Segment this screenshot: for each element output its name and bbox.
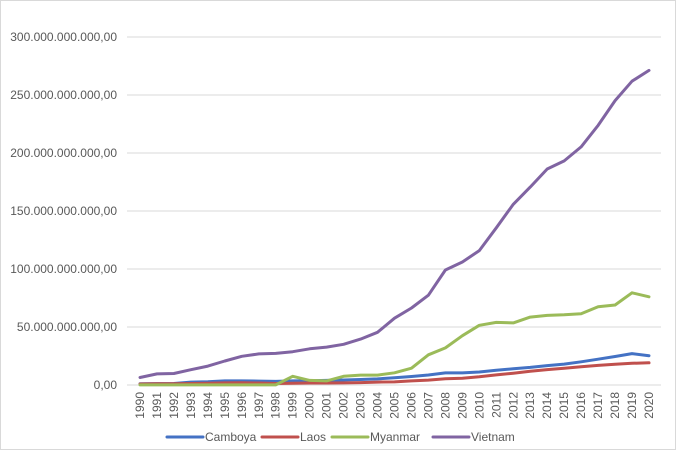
legend-label: Laos	[300, 430, 326, 444]
x-tick-label: 2018	[608, 392, 622, 419]
y-tick-label: 100.000.000.000,00	[10, 262, 117, 276]
x-tick-label: 1999	[286, 392, 300, 419]
x-tick-label: 1995	[218, 392, 232, 419]
x-tick-label: 2020	[642, 392, 656, 419]
y-tick-label: 0,00	[94, 378, 118, 392]
x-tick-label: 2008	[438, 392, 452, 419]
x-tick-label: 1993	[184, 392, 198, 419]
x-tick-label: 1991	[150, 392, 164, 419]
legend-label: Camboya	[205, 430, 257, 444]
legend-label: Myanmar	[370, 430, 420, 444]
x-tick-label: 2005	[388, 392, 402, 419]
x-tick-label: 2017	[591, 392, 605, 419]
x-tick-label: 2004	[371, 392, 385, 419]
x-tick-label: 2010	[472, 392, 486, 419]
x-tick-label: 2001	[320, 392, 334, 419]
x-tick-label: 1990	[133, 392, 147, 419]
series-line-vietnam	[138, 68, 651, 379]
x-tick-label: 2013	[523, 392, 537, 419]
x-tick-label: 2007	[421, 392, 435, 419]
x-tick-label: 2003	[354, 392, 368, 419]
x-tick-label: 1997	[252, 392, 266, 419]
x-tick-label: 1996	[235, 392, 249, 419]
x-tick-label: 2019	[625, 392, 639, 419]
series-line-camboya	[138, 352, 651, 386]
y-tick-label: 250.000.000.000,00	[10, 88, 117, 102]
legend-label: Vietnam	[471, 430, 515, 444]
x-tick-label: 2015	[557, 392, 571, 419]
y-tick-label: 300.000.000.000,00	[10, 30, 117, 44]
x-tick-label: 2000	[303, 392, 317, 419]
x-tick-label: 2002	[337, 392, 351, 419]
x-tick-label: 2006	[404, 392, 418, 419]
y-tick-label: 200.000.000.000,00	[10, 146, 117, 160]
y-tick-label: 50.000.000.000,00	[17, 320, 117, 334]
x-tick-label: 1998	[269, 392, 283, 419]
x-tick-label: 2012	[506, 392, 520, 419]
x-tick-label: 1992	[167, 392, 181, 419]
x-tick-label: 2011	[489, 392, 503, 418]
x-tick-label: 2009	[455, 392, 469, 419]
series-line-laos	[138, 361, 651, 386]
series-line-myanmar	[138, 291, 651, 387]
x-tick-label: 1994	[201, 392, 215, 419]
y-tick-label: 150.000.000.000,00	[10, 204, 117, 218]
x-tick-label: 2016	[574, 392, 588, 419]
x-tick-label: 2014	[540, 392, 554, 419]
